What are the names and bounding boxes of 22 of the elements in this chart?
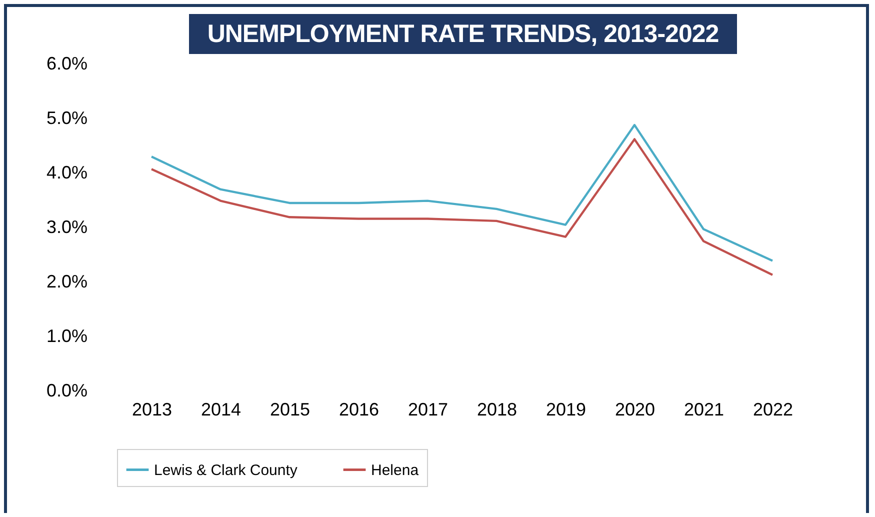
x-tick-label: 2019 xyxy=(546,400,586,420)
y-tick-label: 5.0% xyxy=(46,108,88,128)
x-tick-label: 2016 xyxy=(338,400,380,420)
y-tick-label: 6.0% xyxy=(46,54,88,74)
x-tick-label: 2014 xyxy=(200,400,242,420)
chart-title: UNEMPLOYMENT RATE TRENDS, 2013-2022 xyxy=(189,14,737,54)
x-tick-label: 2013 xyxy=(132,400,172,420)
y-tick-label: 4.0% xyxy=(46,162,88,182)
y-tick-label: 1.0% xyxy=(46,326,88,346)
x-tick-label: 2022 xyxy=(752,400,794,420)
x-tick-label: 2015 xyxy=(270,400,310,420)
x-tick-label: 2021 xyxy=(684,400,724,420)
x-tick-label: 2018 xyxy=(476,400,518,420)
x-tick-label: 2017 xyxy=(408,400,448,420)
x-tick-label: 2020 xyxy=(614,400,656,420)
legend-label: Lewis & Clark County xyxy=(154,462,298,479)
line-series xyxy=(150,124,774,262)
line-series xyxy=(150,138,774,276)
y-tick-label: 0.0% xyxy=(46,380,88,400)
y-tick-label: 3.0% xyxy=(46,217,88,237)
y-tick-label: 2.0% xyxy=(46,272,88,292)
legend-label: Helena xyxy=(371,462,420,479)
